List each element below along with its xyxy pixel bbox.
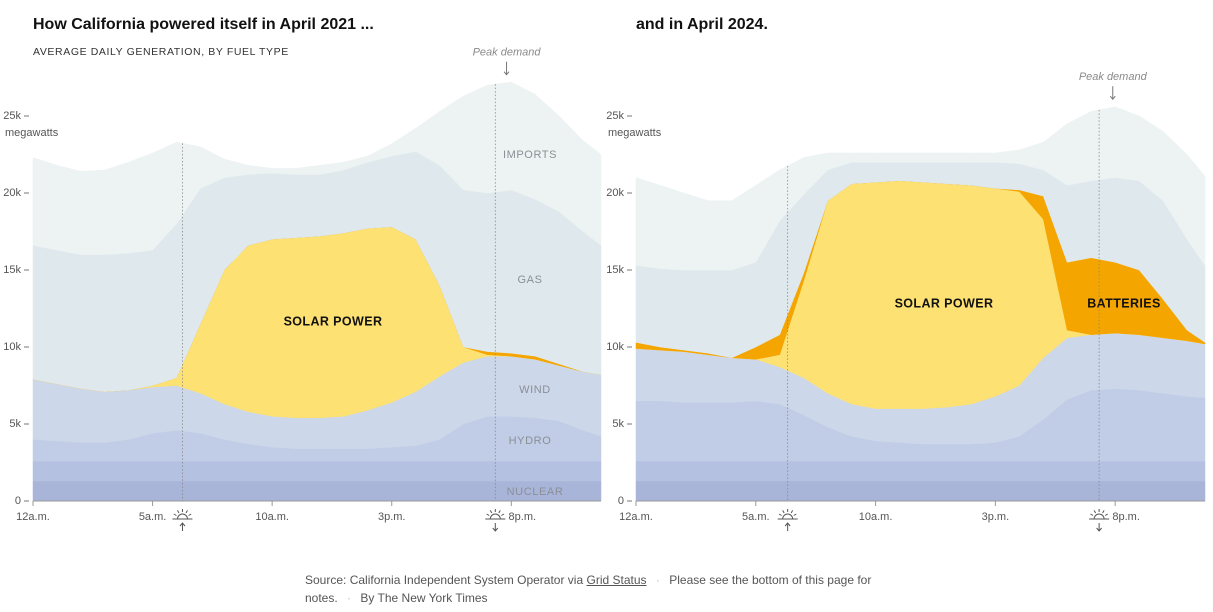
area (635, 480, 1206, 502)
area (32, 460, 602, 482)
y-tick-label: 25k (3, 110, 21, 122)
y-tick-label: 5k (612, 418, 624, 430)
area (635, 460, 1206, 482)
sun-ray (793, 513, 797, 516)
sun-arrowhead (1096, 527, 1102, 532)
annotation-arrowhead (503, 71, 510, 76)
y-tick-label: 5k (9, 418, 21, 430)
chart-panel: and in April 2024. SOLAR POWER BATTERIES 0 5… (606, 16, 1206, 532)
byline: By The New York Times (360, 591, 488, 605)
y-tick-label: 15k (3, 264, 21, 276)
sun-ray (501, 513, 505, 516)
series-label: SOLAR POWER (895, 296, 994, 310)
sun-arrowhead (784, 522, 791, 527)
annotation: Peak demand (473, 47, 542, 59)
sun-arrowhead (179, 522, 186, 527)
source-link[interactable]: Grid Status (586, 573, 647, 587)
sun-ray (782, 510, 785, 514)
x-tick-label: 10a.m. (255, 511, 289, 523)
x-tick-label: 5a.m. (139, 511, 167, 523)
charts: How California powered itself in April 2… (3, 16, 1206, 532)
annotation: Peak demand (1079, 71, 1148, 83)
chart-title: and in April 2024. (636, 16, 768, 33)
sun-icon (782, 513, 794, 520)
x-tick-label: 3p.m. (982, 511, 1010, 523)
series-label: BATTERIES (1087, 296, 1161, 310)
sun-ray (498, 510, 501, 514)
chart-panel: How California powered itself in April 2… (3, 16, 602, 532)
x-tick-label: 12a.m. (619, 511, 653, 523)
sun-ray (188, 513, 192, 516)
y-tick-label: 0 (618, 495, 624, 507)
series-label: WIND (519, 384, 551, 396)
note: Please see the bottom of this page for n… (305, 573, 872, 605)
x-tick-label: 10a.m. (859, 511, 893, 523)
sun-ray (778, 513, 782, 516)
y-tick-label: 20k (3, 187, 21, 199)
y-tick-label: 20k (606, 187, 624, 199)
sun-ray (486, 513, 490, 516)
x-tick-label: 12a.m. (16, 511, 50, 523)
sun-arrowhead (492, 527, 499, 532)
y-tick-label: 15k (606, 264, 624, 276)
x-tick-label: 3p.m. (378, 511, 406, 523)
annotation-arrowhead (1109, 95, 1116, 101)
series-label: SOLAR POWER (284, 314, 383, 328)
sun-ray (489, 510, 493, 514)
sun-icon (1093, 513, 1105, 520)
y-tick-label: 25k (606, 110, 624, 122)
footer: Source: California Independent System Op… (305, 573, 872, 605)
x-tick-label: 5a.m. (742, 511, 770, 523)
series-label: NUCLEAR (507, 486, 564, 498)
series-label: HYDRO (509, 435, 552, 447)
sun-ray (185, 510, 188, 514)
y-tick-label: 0 (15, 495, 21, 507)
sun-ray (1102, 510, 1105, 514)
area (32, 81, 602, 255)
sun-icon (489, 513, 501, 520)
sun-ray (1093, 510, 1097, 514)
chart-title: How California powered itself in April 2… (33, 16, 374, 33)
chart-subtitle: AVERAGE DAILY GENERATION, BY FUEL TYPE (33, 46, 289, 58)
y-axis-label: megawatts (608, 127, 662, 139)
sun-ray (1090, 513, 1094, 516)
sun-ray (790, 510, 794, 514)
sun-ray (173, 513, 177, 516)
area (635, 106, 1206, 271)
series-label: GAS (517, 274, 542, 286)
sun-ray (1104, 513, 1109, 516)
y-tick-label: 10k (3, 341, 21, 353)
series-label: IMPORTS (503, 149, 557, 161)
y-tick-label: 10k (606, 341, 624, 353)
x-tick-label: 8p.m. (509, 511, 537, 523)
x-tick-label: 8p.m. (1112, 511, 1140, 523)
sun-ray (177, 510, 180, 514)
y-axis-label: megawatts (5, 127, 59, 139)
sun-icon (176, 513, 188, 520)
source: Source: California Independent System Op… (305, 573, 584, 587)
